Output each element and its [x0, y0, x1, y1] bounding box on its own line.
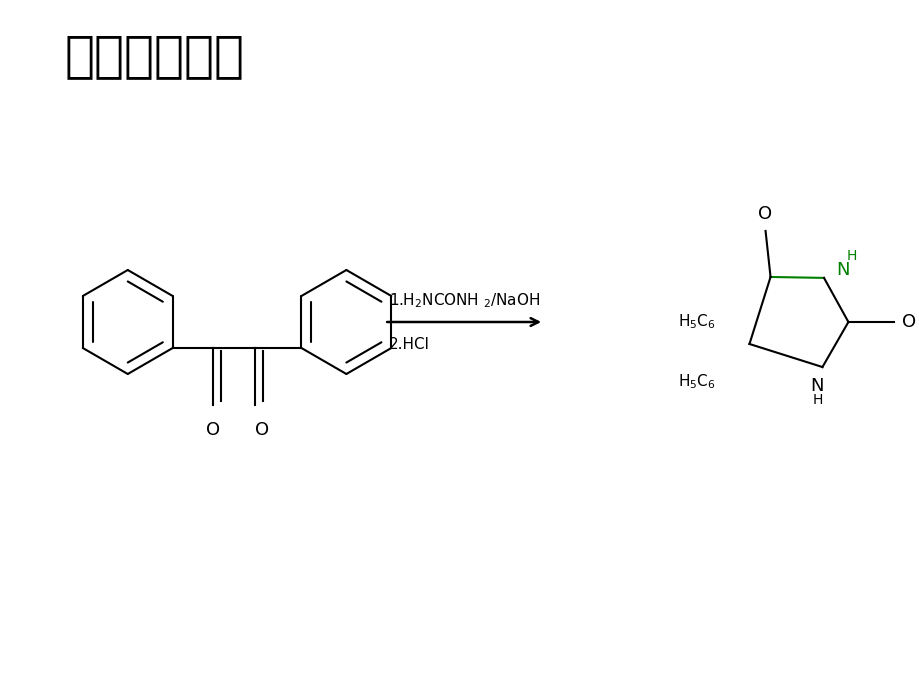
Text: O: O	[255, 421, 269, 439]
Text: O: O	[902, 313, 915, 331]
Text: N: N	[835, 261, 848, 279]
Text: 二、实验原理: 二、实验原理	[65, 32, 244, 80]
Text: N: N	[810, 377, 823, 395]
Text: H$_5$C$_6$: H$_5$C$_6$	[677, 373, 715, 391]
Text: H$_5$C$_6$: H$_5$C$_6$	[677, 313, 715, 331]
Text: O: O	[205, 421, 220, 439]
Text: 2.HCl: 2.HCl	[389, 337, 430, 352]
Text: H: H	[846, 249, 857, 263]
Text: 1.H$_2$NCONH $_{2}$/NaOH: 1.H$_2$NCONH $_{2}$/NaOH	[389, 291, 539, 310]
Text: O: O	[757, 205, 772, 223]
Text: H: H	[811, 393, 822, 407]
